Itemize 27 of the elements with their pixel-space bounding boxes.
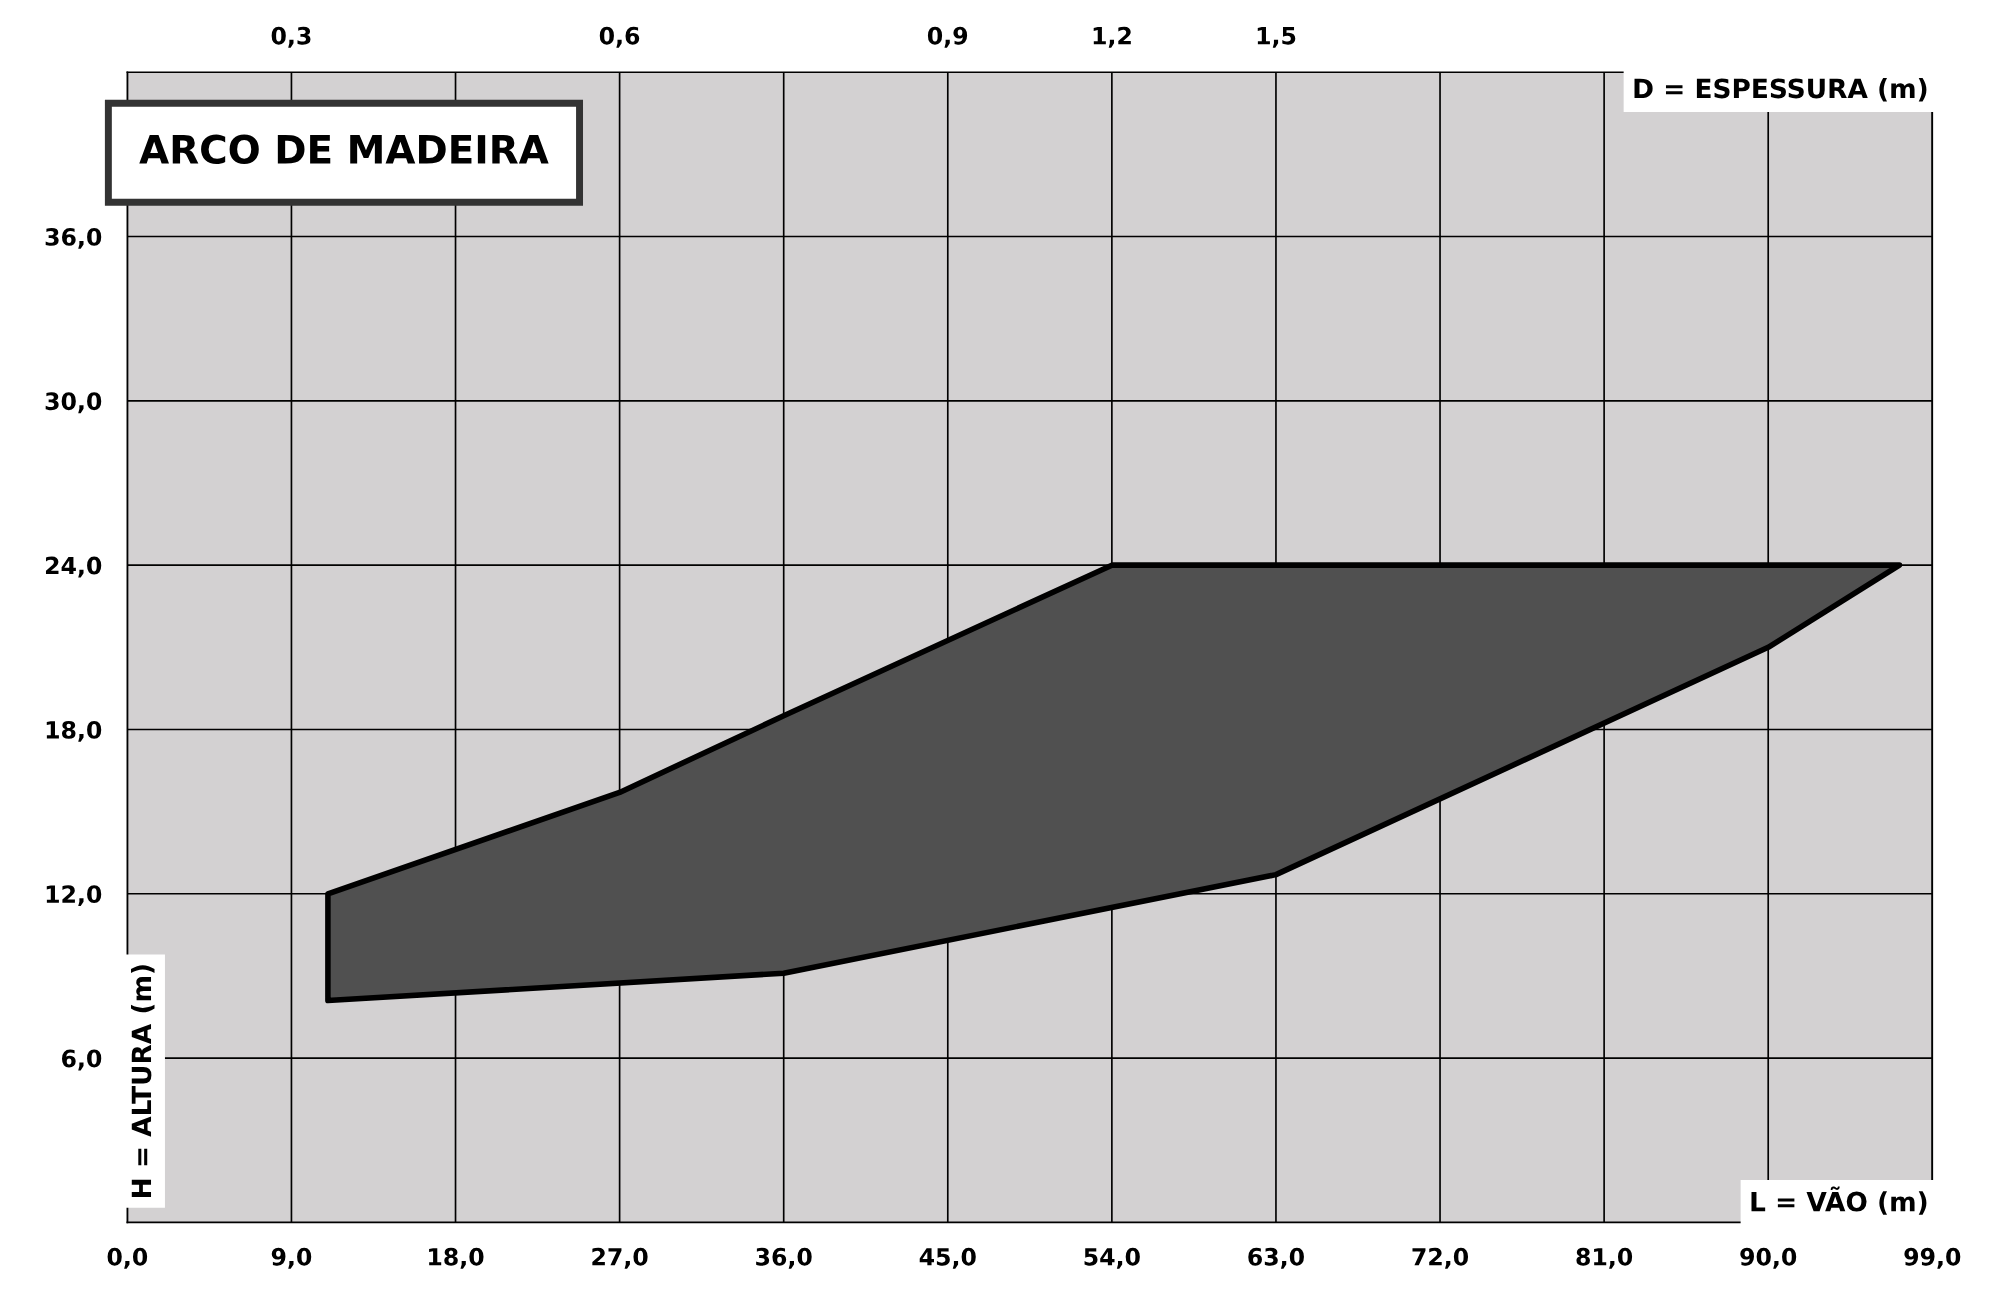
y-tick-label: 12,0 bbox=[46, 885, 102, 907]
x-tick-label: 36,0 bbox=[756, 1247, 812, 1269]
text: ARCO DE MADEIRA bbox=[139, 134, 549, 165]
y-tick-label: 36,0 bbox=[45, 227, 102, 249]
text: 0,6 bbox=[599, 26, 640, 48]
y-tick-label: 30,0 bbox=[45, 392, 102, 414]
x-tick-label: 0,0 bbox=[107, 1247, 148, 1269]
x-tick-label: 81,0 bbox=[1576, 1247, 1633, 1269]
x2-axis-title: D = ESPESSURA (m) bbox=[1634, 77, 1927, 102]
y-tick-label: 24,0 bbox=[45, 556, 102, 578]
text: 0,9 bbox=[927, 26, 968, 48]
x-tick-label: 54,0 bbox=[1084, 1247, 1140, 1269]
x-tick-label: 72,0 bbox=[1412, 1247, 1469, 1269]
x-tick-label: 63,0 bbox=[1248, 1247, 1304, 1269]
x-axis-title: L = VÃO (m) bbox=[1751, 1186, 1927, 1215]
y-axis-title: H = ALTURA (m) bbox=[131, 965, 155, 1197]
x-tick-label: 9,0 bbox=[271, 1247, 312, 1269]
text: 0,3 bbox=[271, 26, 311, 48]
x-tick-label: 45,0 bbox=[919, 1247, 976, 1269]
x-tick-label: 27,0 bbox=[592, 1247, 648, 1269]
text: 1,5 bbox=[1257, 27, 1296, 48]
x-tick-label: 99,0 bbox=[1904, 1247, 1961, 1269]
x-tick-label: 18,0 bbox=[429, 1247, 484, 1269]
y-tick-label: 6,0 bbox=[62, 1049, 102, 1071]
y-tick-label: 18,0 bbox=[46, 720, 102, 742]
x-tick-label: 90,0 bbox=[1740, 1247, 1797, 1269]
text: 1,2 bbox=[1093, 26, 1131, 48]
